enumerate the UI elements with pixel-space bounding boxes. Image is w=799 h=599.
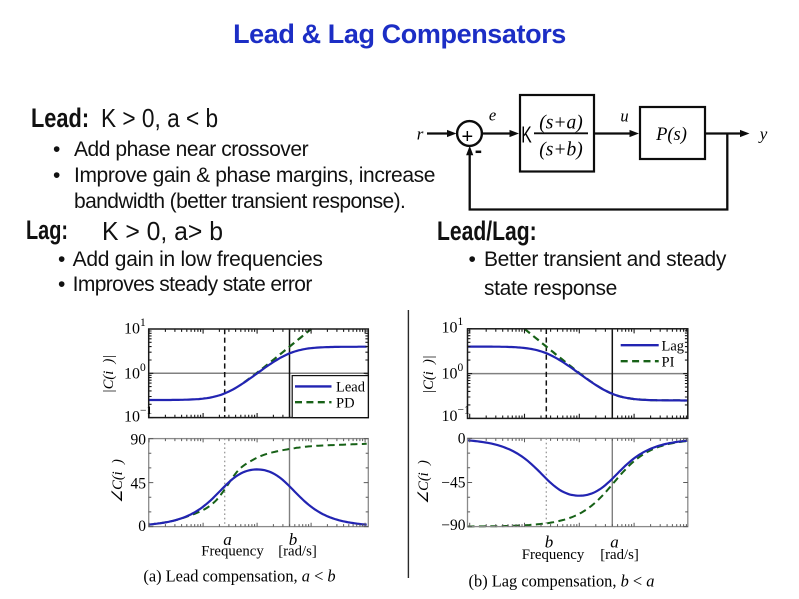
svg-text:+: +: [461, 126, 473, 148]
svg-text:−90: −90: [441, 517, 465, 534]
svg-text:a: a: [610, 533, 619, 552]
svg-text:|C(i )|: |C(i )|: [101, 355, 117, 394]
svg-text:(b) Lag compensation, b < a: (b) Lag compensation, b < a: [469, 572, 655, 591]
svg-text:Frequency: Frequency: [201, 544, 264, 560]
svg-text:Frequency: Frequency: [522, 547, 585, 563]
svg-text:10: 10: [124, 320, 140, 337]
svg-text:∠C(i ): ∠C(i ): [416, 460, 432, 504]
svg-text:PI: PI: [662, 354, 675, 370]
svg-text:(a) Lead compensation, a < b: (a) Lead compensation, a < b: [143, 567, 335, 586]
svg-text:[rad/s]: [rad/s]: [600, 547, 639, 563]
svg-text:1: 1: [458, 316, 464, 328]
svg-text:90: 90: [131, 432, 147, 449]
svg-text:(s+a): (s+a): [539, 113, 583, 134]
svg-text:|C(i )|: |C(i )|: [421, 355, 437, 394]
svg-text:10: 10: [124, 409, 140, 426]
svg-text:0: 0: [458, 362, 464, 374]
svg-text:10: 10: [442, 366, 458, 383]
svg-text:u: u: [620, 107, 628, 126]
svg-text:a: a: [223, 530, 232, 549]
svg-text:45: 45: [131, 475, 147, 492]
svg-text:K: K: [521, 122, 532, 148]
svg-text:Lead: Lead: [336, 380, 366, 396]
svg-text:10: 10: [442, 408, 458, 425]
svg-text:0: 0: [458, 430, 466, 447]
svg-text:y: y: [758, 125, 768, 144]
svg-text:b: b: [289, 530, 298, 549]
svg-text:−1: −1: [458, 405, 470, 417]
svg-text:10: 10: [442, 320, 458, 337]
svg-text:Lag: Lag: [662, 338, 685, 354]
svg-text:[rad/s]: [rad/s]: [278, 544, 317, 560]
svg-text:0: 0: [140, 362, 146, 374]
svg-text:(s+b): (s+b): [539, 140, 583, 161]
svg-text:e: e: [489, 106, 496, 125]
svg-text:1: 1: [140, 317, 146, 329]
svg-text:0: 0: [138, 518, 146, 535]
svg-text:b: b: [545, 533, 554, 552]
svg-text:r: r: [417, 125, 424, 144]
svg-text:10: 10: [124, 366, 140, 383]
svg-text:PD: PD: [336, 395, 355, 411]
svg-text:∠C(i ): ∠C(i ): [110, 459, 126, 503]
svg-text:P(s): P(s): [655, 125, 687, 145]
svg-text:−1: −1: [140, 405, 152, 417]
svg-text:−45: −45: [441, 474, 465, 491]
